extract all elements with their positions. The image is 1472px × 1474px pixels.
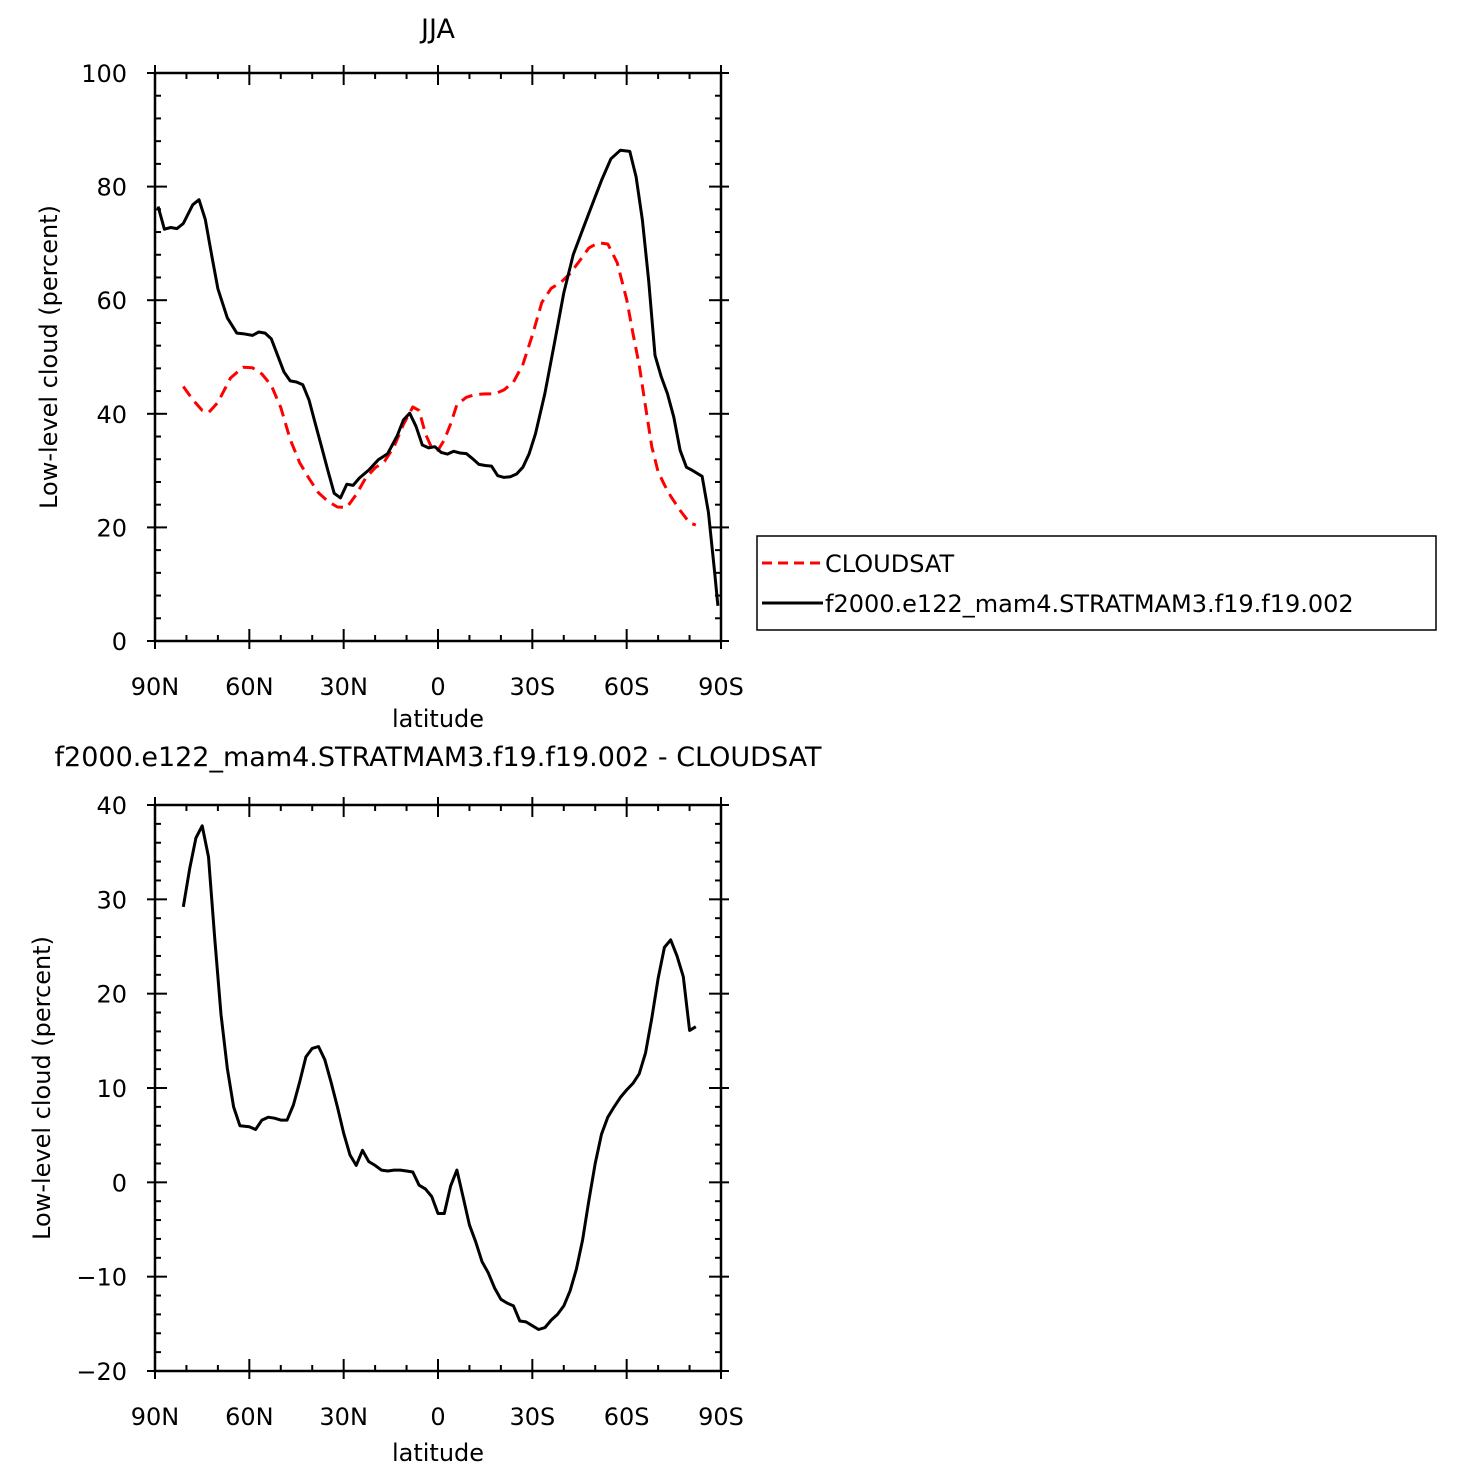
bottom-chart-x-tick-label: 90S	[698, 1403, 744, 1431]
bottom-chart-y-axis-label: Low-level cloud (percent)	[28, 936, 56, 1240]
top-chart-frame	[153, 71, 723, 643]
top-chart-x-tick-label: 0	[430, 673, 445, 701]
top-chart-y-axis-label: Low-level cloud (percent)	[35, 205, 63, 509]
bottom-chart-series	[181, 824, 697, 1331]
top-chart-x-tick-label: 90S	[698, 673, 744, 701]
legend: CLOUDSAT f2000.e122_mam4.STRATMAM3.f19.f…	[756, 535, 1437, 631]
top-chart-series	[156, 148, 720, 606]
bottom-chart-y-tick-labels: −20 −10 0 10 20 30 40	[76, 792, 127, 1386]
top-chart-ticks	[147, 65, 729, 649]
top-chart-y-tick-label: 0	[112, 628, 127, 656]
bottom-chart: f2000.e122_mam4.STRATMAM3.f19.f19.002 - …	[28, 742, 822, 1467]
bottom-chart-ticks	[147, 797, 729, 1379]
bottom-chart-y-tick-label: 40	[96, 792, 127, 820]
top-chart-y-tick-labels: 0 20 40 60 80 100	[81, 60, 127, 656]
bottom-chart-y-tick-label: 30	[96, 886, 127, 914]
top-chart-y-tick-label: 80	[96, 174, 127, 202]
top-chart-x-tick-labels: 90N 60N 30N 0 30S 60S 90S	[131, 673, 744, 701]
top-chart-y-tick-label: 20	[96, 514, 127, 542]
bottom-chart-x-tick-label: 60N	[225, 1403, 274, 1431]
bottom-chart-y-tick-label: 0	[112, 1169, 127, 1197]
bottom-chart-series-line-difference	[181, 824, 697, 1331]
top-chart-x-tick-label: 60N	[225, 673, 274, 701]
bottom-chart-y-tick-label: −10	[76, 1264, 127, 1292]
legend-label-model: f2000.e122_mam4.STRATMAM3.f19.f19.002	[825, 590, 1354, 618]
bottom-chart-title: f2000.e122_mam4.STRATMAM3.f19.f19.002 - …	[55, 742, 822, 773]
top-chart-x-axis-label: latitude	[392, 705, 484, 733]
top-chart-y-tick-label: 100	[81, 60, 127, 88]
bottom-chart-y-tick-label: 10	[96, 1075, 127, 1103]
top-chart-title: JJA	[419, 14, 455, 45]
legend-box	[756, 535, 1437, 631]
bottom-chart-x-axis-label: latitude	[392, 1439, 484, 1467]
top-chart-x-tick-label: 30N	[319, 673, 368, 701]
bottom-chart-frame	[153, 803, 723, 1373]
top-chart-series-line-model	[156, 148, 720, 606]
bottom-chart-x-tick-label: 30S	[509, 1403, 555, 1431]
bottom-chart-x-tick-label: 90N	[131, 1403, 180, 1431]
top-chart-x-tick-label: 90N	[131, 673, 180, 701]
bottom-chart-x-tick-label: 0	[430, 1403, 445, 1431]
top-chart-x-tick-label: 30S	[509, 673, 555, 701]
bottom-chart-x-tick-label: 60S	[604, 1403, 650, 1431]
bottom-chart-y-tick-label: 20	[96, 981, 127, 1009]
top-chart-series-line-cloudsat	[182, 241, 697, 527]
bottom-chart-x-tick-label: 30N	[319, 1403, 368, 1431]
legend-label-cloudsat: CLOUDSAT	[825, 550, 954, 578]
top-chart-y-tick-label: 40	[96, 401, 127, 429]
top-chart-x-tick-label: 60S	[604, 673, 650, 701]
bottom-chart-x-tick-labels: 90N 60N 30N 0 30S 60S 90S	[131, 1403, 744, 1431]
bottom-chart-y-tick-label: −20	[76, 1358, 127, 1386]
top-chart: JJA 90N 60N 30N 0 30S 60S 90S 0 20 40 60 80 100 lat…	[35, 14, 1437, 733]
top-chart-y-tick-label: 60	[96, 287, 127, 315]
